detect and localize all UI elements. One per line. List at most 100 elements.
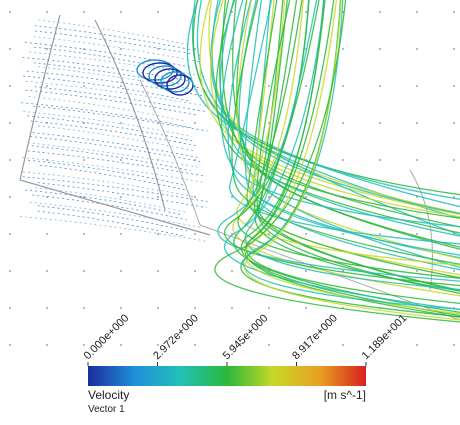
streamline [29, 51, 208, 78]
grid-dot [83, 270, 85, 272]
grid-dot [46, 11, 48, 13]
grid-dot [46, 270, 48, 272]
streamline [24, 189, 183, 216]
grid-dot [120, 196, 122, 198]
streamline [25, 80, 209, 107]
pipe-outline [19, 14, 211, 236]
streamline [242, 0, 460, 310]
grid-dot [120, 307, 122, 309]
grid-dot [342, 344, 344, 346]
grid-dot [379, 48, 381, 50]
grid-dot [416, 233, 418, 235]
streamline [215, 0, 460, 234]
streamline [34, 25, 197, 52]
grid-dot [342, 233, 344, 235]
grid-dot [268, 344, 270, 346]
grid-dot [231, 11, 233, 13]
grid-dot [120, 344, 122, 346]
grid-dot [379, 159, 381, 161]
grid-dot [416, 11, 418, 13]
grid-dot [379, 344, 381, 346]
grid-dot [453, 85, 455, 87]
grid-dot [453, 11, 455, 13]
grid-dot [9, 159, 11, 161]
grid-dot [194, 344, 196, 346]
streamline [38, 66, 208, 93]
streamline [26, 70, 206, 97]
colorbar: Velocity Vector 1 [m s^-1] 0.000e+000 2.9… [82, 312, 410, 415]
grid-dot [231, 307, 233, 309]
grid-dot [305, 233, 307, 235]
grid-dot [120, 11, 122, 13]
streamline [27, 150, 204, 177]
streamline [25, 89, 197, 116]
grid-dot [305, 196, 307, 198]
streamline [211, 0, 460, 215]
streamline [37, 205, 188, 232]
grid-dot [453, 344, 455, 346]
grid-dot [9, 122, 11, 124]
streamline [244, 0, 460, 321]
grid-dot [194, 307, 196, 309]
streamline [160, 71, 190, 93]
streamline [34, 30, 203, 57]
tick-label: 2.972e+000 [151, 312, 201, 362]
streamline [22, 176, 208, 203]
streamline [154, 68, 186, 90]
grid-dot [120, 48, 122, 50]
grid-dot [453, 159, 455, 161]
streamline [33, 36, 200, 63]
streamline [30, 136, 201, 162]
grid-dot [416, 344, 418, 346]
tick-label: 5.945e+000 [221, 312, 271, 362]
streamline [22, 57, 196, 83]
grid-dot [231, 270, 233, 272]
grid-dot [453, 196, 455, 198]
grid-dot [194, 122, 196, 124]
streamline [31, 145, 191, 172]
grid-dot [157, 344, 159, 346]
grid-dot [120, 122, 122, 124]
streamline [231, 0, 460, 265]
grid-dot [416, 85, 418, 87]
grid-dot [416, 159, 418, 161]
grid-dot [342, 159, 344, 161]
streamline [29, 201, 201, 228]
grid-dot [453, 122, 455, 124]
grid-dot [305, 11, 307, 13]
grid-dot [157, 11, 159, 13]
streamline [33, 62, 200, 89]
tick-label: 1.189e+001 [360, 312, 410, 362]
streamline [32, 132, 200, 158]
streamline [23, 111, 193, 137]
streamline [27, 115, 193, 142]
grid-dot [83, 48, 85, 50]
streamline [233, 0, 460, 314]
grid-dot [268, 233, 270, 235]
grid-dot [120, 233, 122, 235]
grid-dot [83, 85, 85, 87]
unit-label: [m s^-1] [324, 388, 366, 402]
grid-dot [416, 48, 418, 50]
grid-dot [268, 196, 270, 198]
grid-dot [342, 85, 344, 87]
grid-dot [9, 48, 11, 50]
flow-scene [9, 0, 460, 346]
pipe-outline [139, 79, 201, 226]
grid-dot [83, 233, 85, 235]
grid-dot [305, 85, 307, 87]
grid-dot [379, 233, 381, 235]
legend-subtitle: Vector 1 [88, 404, 125, 415]
grid-dot [9, 344, 11, 346]
streamline [20, 216, 208, 242]
grid-dot [157, 307, 159, 309]
streamline [256, 0, 460, 292]
grid-dot [416, 270, 418, 272]
grid-dot [305, 307, 307, 309]
streamline [244, 0, 460, 291]
grid-dot [46, 48, 48, 50]
grid-dot [157, 196, 159, 198]
grid-dot [9, 270, 11, 272]
streamline [22, 171, 194, 198]
grid-dot [231, 344, 233, 346]
